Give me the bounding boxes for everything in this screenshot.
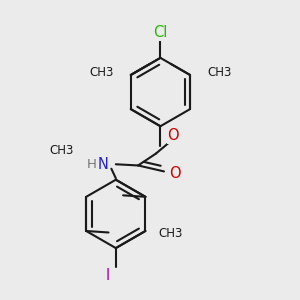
Text: I: I: [106, 268, 110, 283]
Text: N: N: [98, 157, 108, 172]
Text: Cl: Cl: [153, 25, 168, 40]
Text: CH3: CH3: [49, 144, 73, 158]
Text: O: O: [167, 128, 179, 143]
Text: CH3: CH3: [207, 66, 231, 79]
Text: CH3: CH3: [158, 227, 183, 240]
Text: CH3: CH3: [89, 66, 114, 79]
Text: H: H: [87, 158, 97, 171]
Text: O: O: [169, 166, 181, 181]
